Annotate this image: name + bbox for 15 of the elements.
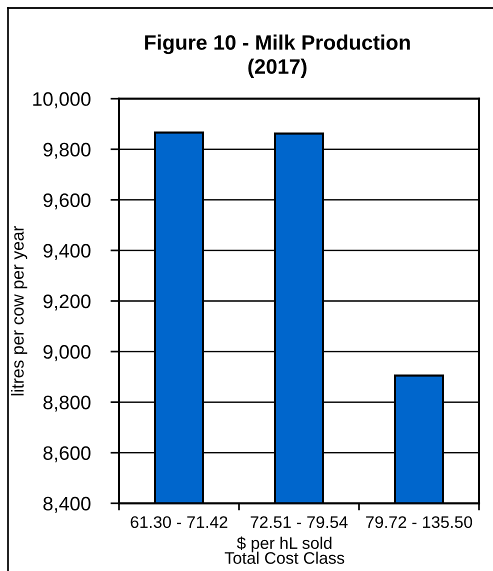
y-tick-label: 10,000	[33, 92, 90, 108]
y-axis-title: litres per cow per year	[11, 226, 28, 396]
x-tick-label: 72.51 - 79.54	[250, 516, 348, 528]
y-tick-label: 8,800	[43, 396, 90, 412]
y-tick-label: 9,600	[43, 193, 90, 210]
y-tick-label: 8,400	[43, 496, 90, 513]
chart-title: Figure 10 - Milk Production (2017)	[145, 34, 410, 78]
y-tick-label: 9,800	[43, 142, 90, 159]
y-tick-label: 8,600	[43, 446, 90, 462]
y-tick-label: 9,200	[43, 294, 90, 311]
y-tick-label: 9,400	[43, 244, 90, 260]
x-tick-label: 79.72 - 135.50	[366, 516, 472, 528]
y-tick-label: 9,000	[43, 345, 90, 362]
x-axis-title: $ per hL sold Total Cost Class	[224, 536, 344, 564]
x-tick-label: 61.30 - 71.42	[130, 516, 228, 528]
